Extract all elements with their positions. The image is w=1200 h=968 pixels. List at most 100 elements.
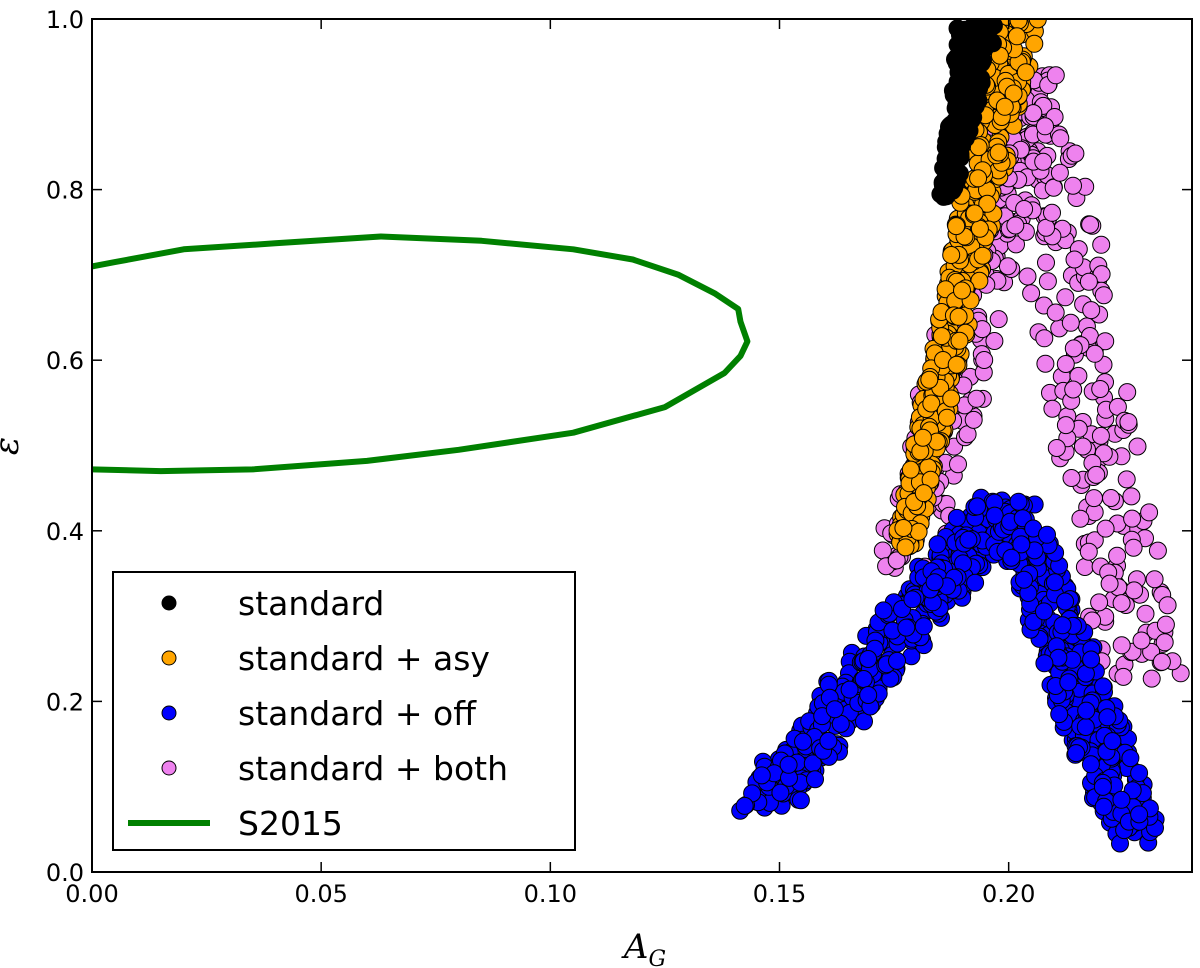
data-point: [1098, 708, 1117, 727]
data-point: [1082, 301, 1101, 320]
series-standard-points: [931, 19, 1003, 206]
data-point: [1036, 354, 1055, 373]
data-point: [942, 389, 961, 408]
data-point: [1056, 288, 1075, 307]
data-point: [1045, 573, 1064, 592]
data-point: [1130, 764, 1149, 782]
data-point: [1085, 489, 1103, 508]
data-point: [1081, 755, 1100, 774]
data-point: [854, 670, 873, 688]
data-point: [1051, 129, 1070, 148]
data-point: [1073, 437, 1092, 456]
data-point: [949, 307, 968, 326]
data-point: [970, 219, 989, 238]
data-point: [950, 331, 969, 350]
data-point: [1035, 602, 1053, 621]
data-point: [1094, 677, 1113, 696]
data-point: [1059, 673, 1078, 692]
data-point: [771, 783, 790, 802]
x-tick-label: 0.05: [294, 880, 347, 908]
data-point: [1091, 380, 1110, 398]
data-point: [1108, 546, 1127, 565]
data-point: [989, 143, 1008, 162]
data-point: [1061, 313, 1080, 332]
data-point: [1062, 469, 1081, 487]
legend-label-standard-off: standard + off: [238, 694, 477, 733]
plot-area: [92, 19, 1190, 853]
data-point: [928, 535, 947, 554]
data-point: [1064, 339, 1083, 358]
data-point: [1035, 329, 1054, 348]
data-point: [1004, 84, 1023, 103]
data-point: [968, 497, 987, 516]
data-point: [1047, 439, 1066, 457]
data-point: [1119, 413, 1138, 431]
data-point: [922, 394, 941, 413]
y-tick-label: 0.4: [46, 518, 84, 546]
data-point: [998, 257, 1017, 276]
data-point: [1056, 592, 1075, 611]
data-point: [1034, 152, 1053, 171]
y-tick-label: 1.0: [46, 6, 84, 34]
data-point: [925, 573, 944, 592]
data-point: [887, 551, 906, 570]
data-point: [1075, 558, 1094, 576]
data-point: [874, 601, 893, 620]
data-point: [956, 79, 975, 98]
data-point: [946, 170, 965, 189]
data-point: [1079, 542, 1098, 561]
data-point: [894, 519, 913, 537]
data-point: [932, 327, 951, 346]
data-point: [1112, 636, 1131, 655]
data-point: [840, 680, 859, 699]
data-point: [1009, 492, 1028, 511]
data-point: [1087, 465, 1106, 484]
data-point: [914, 484, 933, 503]
legend-marker-standard-asy: [161, 650, 177, 666]
data-point: [1009, 19, 1028, 30]
data-point: [966, 573, 985, 592]
series-s2015-line: [92, 233, 751, 475]
y-axis-label: ε: [0, 437, 27, 455]
data-point: [888, 651, 906, 670]
data-point: [903, 590, 922, 609]
data-point: [1123, 509, 1142, 528]
data-point: [970, 40, 989, 59]
data-point: [1142, 669, 1161, 688]
data-point: [779, 755, 798, 774]
data-point: [1015, 570, 1033, 589]
data-point: [1117, 470, 1136, 489]
data-point: [942, 246, 961, 264]
data-point: [1125, 581, 1144, 600]
data-point: [794, 732, 812, 751]
data-point: [1128, 437, 1147, 456]
x-tick-label: 0.20: [982, 880, 1035, 908]
data-point: [1114, 667, 1133, 686]
data-point: [1025, 34, 1044, 53]
data-point: [934, 187, 953, 206]
data-point: [819, 731, 838, 750]
x-axis-label: AG: [621, 927, 666, 968]
data-point: [909, 522, 928, 541]
data-point: [965, 204, 984, 223]
data-point: [1036, 117, 1054, 136]
data-point: [1158, 596, 1177, 615]
data-point: [1064, 380, 1083, 399]
data-point: [947, 355, 966, 374]
data-point: [1007, 27, 1026, 46]
data-point: [1046, 66, 1065, 85]
legend: standard standard + asy standard + off stan…: [112, 571, 576, 851]
data-point: [938, 408, 956, 427]
data-point: [1152, 652, 1171, 671]
data-point: [897, 618, 916, 637]
data-point: [969, 91, 988, 110]
data-point: [914, 617, 933, 636]
data-point: [1050, 163, 1069, 182]
data-point: [937, 132, 956, 151]
legend-label-standard-asy: standard + asy: [238, 639, 490, 678]
data-point: [975, 351, 994, 369]
data-point: [1018, 267, 1037, 286]
data-point: [1079, 272, 1098, 291]
data-point: [964, 108, 983, 127]
